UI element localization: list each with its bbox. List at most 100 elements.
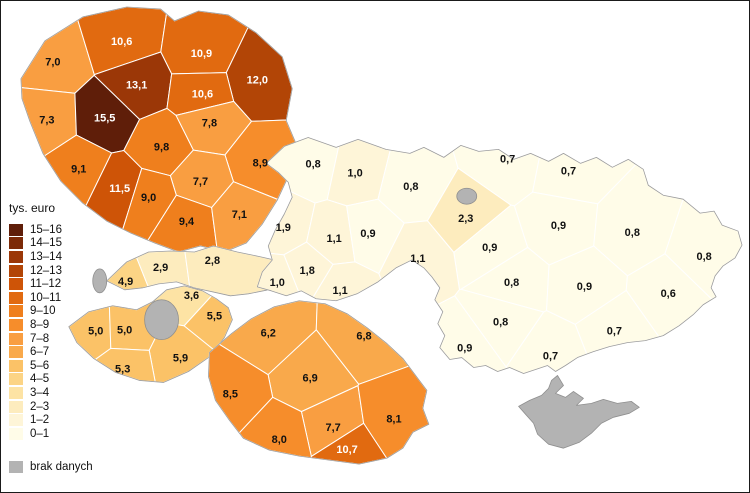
- region-value-label: 8,0: [272, 434, 287, 446]
- legend-range-label: 15–16: [30, 223, 62, 236]
- region-value-label: 2,9: [153, 262, 168, 274]
- poland-outline: [20, 6, 298, 253]
- legend-item: 3–4: [9, 386, 62, 400]
- region-value-label: 13,1: [126, 80, 147, 92]
- legend-swatch: [9, 332, 23, 345]
- legend-swatch: [9, 264, 23, 277]
- no-data-label: brak danych: [30, 461, 93, 473]
- legend-range-label: 8–9: [30, 318, 50, 331]
- region-value-label: 6,2: [261, 328, 276, 340]
- legend-item: 13–14: [9, 250, 62, 264]
- legend-item: 4–5: [9, 373, 62, 387]
- region-value-label: 7,1: [232, 209, 247, 221]
- legend-item: 11–12: [9, 277, 62, 291]
- region-value-label: 5,3: [115, 363, 130, 375]
- legend-item: 0–1: [9, 427, 62, 441]
- region-value-label: 9,1: [71, 163, 86, 175]
- legend-swatch: [9, 373, 23, 386]
- region-value-label: 1,8: [300, 265, 315, 277]
- region-value-label: 1,0: [347, 167, 362, 179]
- legend-swatch: [9, 359, 23, 372]
- legend-range-label: 6–7: [30, 346, 50, 359]
- region-value-label: 1,0: [270, 277, 285, 289]
- region-value-label: 0,7: [561, 165, 576, 177]
- no-data-swatch: [9, 461, 23, 473]
- region-value-label: 7,7: [193, 176, 208, 188]
- region-value-label: 11,5: [109, 183, 130, 195]
- region-value-label: 7,0: [45, 57, 60, 69]
- legend-range-label: 4–5: [30, 373, 50, 386]
- region-value-label: 0,8: [504, 277, 519, 289]
- legend-title: tys. euro: [9, 201, 56, 215]
- region-value-label: 0,7: [607, 326, 622, 338]
- legend-swatch: [9, 414, 23, 427]
- region-value-label: 0,7: [500, 153, 515, 165]
- region-value-label: 10,9: [191, 48, 212, 60]
- legend-item: 5–6: [9, 359, 62, 373]
- region-value-label: 0,9: [360, 228, 375, 240]
- region-value-label: 15,5: [94, 113, 115, 125]
- legend-range-label: 1–2: [30, 414, 50, 427]
- region-value-label: 6,9: [303, 372, 318, 384]
- legend-item: 8–9: [9, 318, 62, 332]
- region-value-label: 7,7: [325, 422, 340, 434]
- region-value-label: 0,9: [551, 220, 566, 232]
- region-value-label: 9,8: [154, 141, 169, 153]
- region-value-label: 8,9: [253, 157, 268, 169]
- hungary-outline: [68, 285, 233, 383]
- region-value-label: 10,7: [336, 444, 357, 456]
- legend-item: 2–3: [9, 400, 62, 414]
- region-value-label: 0,9: [577, 281, 592, 293]
- region-value-label: 7,8: [202, 117, 217, 129]
- legend-swatch: [9, 305, 23, 318]
- legend-swatch: [9, 223, 23, 236]
- region-value-label: 2,8: [205, 255, 220, 267]
- legend-item: 9–10: [9, 305, 62, 319]
- budapest-no-data: [144, 299, 179, 341]
- legend-swatch: [9, 386, 23, 399]
- legend-item: 15–16: [9, 223, 62, 237]
- region-value-label: 2,3: [458, 213, 473, 225]
- region-value-label: 10,6: [111, 36, 132, 48]
- legend-swatch: [9, 278, 23, 291]
- region-value-label: 12,0: [247, 75, 268, 87]
- legend-range-label: 14–15: [30, 237, 62, 250]
- region-value-label: 1,1: [410, 253, 425, 265]
- region-value-label: 5,0: [88, 326, 103, 338]
- legend-range-label: 13–14: [30, 250, 62, 263]
- region-value-label: 5,0: [117, 325, 132, 337]
- region-value-label: 0,8: [696, 251, 711, 263]
- region-value-label: 0,8: [493, 317, 508, 329]
- region-value-label: 7,3: [39, 115, 54, 127]
- legend-range-label: 11–12: [30, 278, 62, 291]
- romania-outline: [208, 300, 430, 465]
- legend-range-label: 7–8: [30, 332, 50, 345]
- region-value-label: 5,5: [207, 311, 222, 323]
- ukraine-outline: [256, 137, 743, 374]
- bratislava-no-data: [92, 268, 108, 294]
- legend-item: 10–11: [9, 291, 62, 305]
- legend-swatch: [9, 291, 23, 304]
- legend-range-label: 2–3: [30, 400, 50, 413]
- crimea-no-data: [518, 375, 640, 449]
- legend-swatch: [9, 346, 23, 359]
- legend-range-label: 3–4: [30, 386, 50, 399]
- legend-range-label: 0–1: [30, 427, 50, 440]
- region-value-label: 0,9: [482, 242, 497, 254]
- region-value-label: 8,5: [223, 388, 238, 400]
- region-value-label: 3,6: [184, 290, 199, 302]
- region-value-label: 9,4: [179, 216, 195, 228]
- legend-range-label: 10–11: [30, 291, 62, 304]
- legend-range-label: 5–6: [30, 359, 50, 372]
- legend-range-label: 9–10: [30, 305, 56, 318]
- legend-items: 15–16 14–15 13–14 12–13 11–12 10–11 9–10 8–9 7–8…: [9, 223, 62, 441]
- region-value-label: 9,0: [141, 192, 156, 204]
- kyiv-city-no-data: [456, 187, 478, 205]
- region-value-label: 0,8: [306, 158, 321, 170]
- legend: tys. euro 15–16 14–15 13–14 12–13 11–12 10–11…: [9, 201, 62, 441]
- region-value-label: 5,9: [173, 353, 188, 365]
- legend-no-data: brak danych: [9, 461, 93, 473]
- legend-item: 12–13: [9, 264, 62, 278]
- legend-item: 1–2: [9, 413, 62, 427]
